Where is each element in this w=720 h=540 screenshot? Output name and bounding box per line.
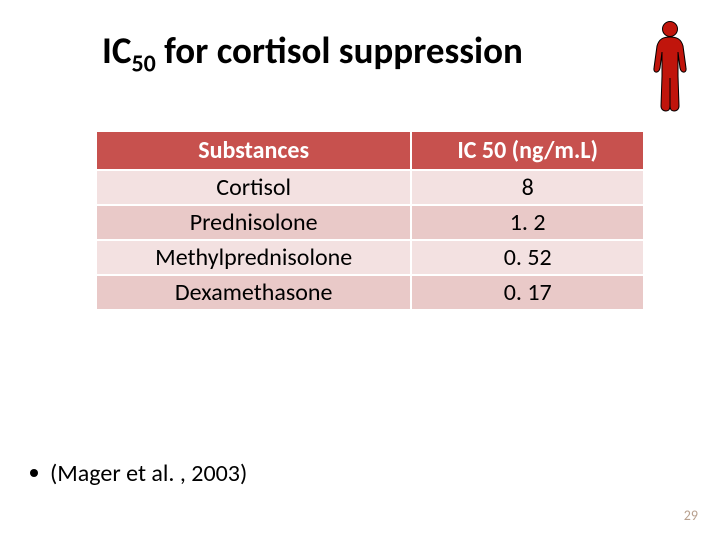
bullet-icon bbox=[30, 469, 38, 477]
title-rest: for cortisol suppression bbox=[156, 28, 523, 73]
page-number: 29 bbox=[684, 507, 698, 524]
ic50-table: Substances IC 50 (ng/m.L) Cortisol 8 Pre… bbox=[95, 130, 645, 311]
col-substances: Substances bbox=[96, 131, 411, 170]
citation-text: (Mager et al. , 2003) bbox=[50, 459, 247, 488]
citation-line: (Mager et al. , 2003) bbox=[30, 459, 247, 488]
cell-substance: Dexamethasone bbox=[96, 275, 411, 310]
table-row: Dexamethasone 0. 17 bbox=[96, 275, 644, 310]
cell-substance: Prednisolone bbox=[96, 205, 411, 240]
table-row: Cortisol 8 bbox=[96, 170, 644, 205]
table-row: Methylprednisolone 0. 52 bbox=[96, 240, 644, 275]
title-prefix: IC bbox=[102, 28, 131, 73]
cell-substance: Cortisol bbox=[96, 170, 411, 205]
slide-root: IC50 for cortisol suppression Substances… bbox=[0, 0, 720, 540]
col-ic50: IC 50 (ng/m.L) bbox=[411, 131, 644, 170]
table-row: Prednisolone 1. 2 bbox=[96, 205, 644, 240]
page-title: IC50 for cortisol suppression bbox=[102, 28, 680, 78]
title-subscript: 50 bbox=[131, 49, 155, 78]
ic50-table-container: Substances IC 50 (ng/m.L) Cortisol 8 Pre… bbox=[95, 130, 645, 311]
table-header-row: Substances IC 50 (ng/m.L) bbox=[96, 131, 644, 170]
cell-value: 8 bbox=[411, 170, 644, 205]
cell-value: 0. 17 bbox=[411, 275, 644, 310]
cell-substance: Methylprednisolone bbox=[96, 240, 411, 275]
human-body-icon bbox=[650, 20, 690, 117]
cell-value: 1. 2 bbox=[411, 205, 644, 240]
cell-value: 0. 52 bbox=[411, 240, 644, 275]
